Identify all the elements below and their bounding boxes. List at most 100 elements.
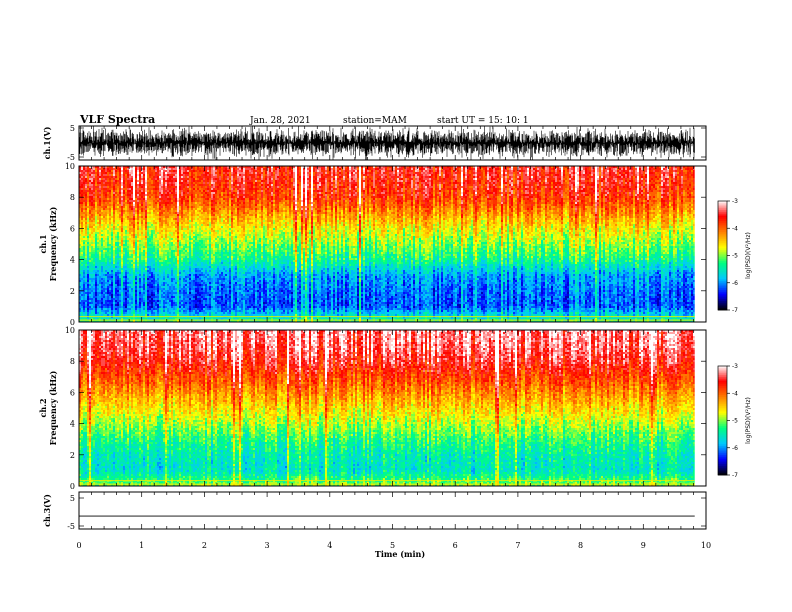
spectrogram-cell <box>411 186 413 188</box>
spectrogram-cell <box>549 196 551 198</box>
spectrogram-cell <box>159 198 163 200</box>
spectrogram-cell <box>545 182 547 184</box>
spectrogram-cell <box>331 196 333 198</box>
spectrogram-cell <box>311 192 313 194</box>
spectrogram-cell <box>501 172 503 174</box>
spectrogram-cell <box>633 176 635 178</box>
spectrogram-cell <box>133 186 135 188</box>
spectrogram-cell <box>571 198 573 200</box>
spectrogram-cell <box>513 184 515 186</box>
spectrogram-cell <box>277 192 279 194</box>
spectrogram-cell <box>233 178 237 180</box>
spectrogram-cell <box>211 190 217 192</box>
spectrogram-cell <box>287 178 289 180</box>
spectrogram-cell <box>573 172 575 174</box>
spectrogram-cell <box>489 186 491 188</box>
spectrogram-cell <box>581 182 585 184</box>
spectrogram-cell <box>561 168 563 170</box>
spectrogram-cell <box>133 176 135 178</box>
spectrogram-cell <box>195 180 197 182</box>
spectrogram-cell <box>287 170 289 172</box>
spectrogram-cell <box>655 196 657 198</box>
spectrogram-cell <box>363 192 365 194</box>
spectrogram-cell <box>311 174 313 176</box>
spectrogram-cell <box>377 198 379 200</box>
spectrogram-cell <box>383 198 385 200</box>
spectrogram-cell <box>497 190 499 192</box>
spectrogram-cell <box>101 196 103 198</box>
spectrogram-cell <box>159 170 161 172</box>
spectrogram-cell <box>515 190 517 192</box>
spectrogram-cell <box>381 192 385 194</box>
spectrogram-cell <box>187 182 189 184</box>
spectrogram-cell <box>535 194 537 196</box>
spectrogram-cell <box>429 172 431 174</box>
spectrogram-cell <box>555 192 559 194</box>
spectrogram-cell <box>345 194 347 196</box>
spectrogram-cell <box>485 188 487 190</box>
spectrogram-cell <box>551 186 553 188</box>
spectrogram-cell <box>341 170 343 172</box>
spectrogram-cell <box>599 188 601 190</box>
spectrogram-cell <box>587 184 589 186</box>
spectrogram-cell <box>107 194 111 196</box>
spectrogram-cell <box>627 174 629 176</box>
spectrogram-cell <box>445 194 447 196</box>
spectrogram-cell <box>433 198 435 200</box>
spectrogram-cell <box>483 182 485 184</box>
spectrogram-cell <box>253 182 255 184</box>
spectrogram-cell <box>575 198 577 200</box>
spectrogram-cell <box>317 174 319 176</box>
spectrogram-cell <box>545 190 549 192</box>
spectrogram-cell <box>427 188 429 190</box>
spectrogram-cell <box>563 194 567 196</box>
spectrogram-cell <box>435 190 437 192</box>
spectrogram-cell <box>637 172 639 174</box>
spectrogram-cell <box>571 182 575 184</box>
spectrogram-cell <box>239 174 241 176</box>
spectrogram-cell <box>447 184 449 186</box>
spectrogram-cell <box>647 172 649 174</box>
spectrogram-cell <box>543 198 545 200</box>
spectrogram-cell <box>629 174 633 176</box>
spectrogram-cell <box>573 168 575 170</box>
spectrogram-cell <box>181 190 183 192</box>
spectrogram-cell <box>113 172 115 174</box>
spectrogram-cell <box>425 182 427 184</box>
spectrogram-cell <box>637 174 639 176</box>
spectrogram-cell <box>623 178 625 180</box>
spectrogram-cell <box>563 190 565 192</box>
spectrogram-cell <box>321 194 323 196</box>
spectrogram-cell <box>247 186 249 188</box>
spectrogram-cell <box>195 184 197 186</box>
spectrogram-cell <box>461 186 463 188</box>
spectrogram-cell <box>191 182 193 184</box>
spectrogram-cell <box>279 190 281 192</box>
spectrogram-cell <box>553 194 555 196</box>
spectrogram-cell <box>135 180 137 182</box>
spectrogram-cell <box>645 182 647 184</box>
spectrogram-cell <box>221 168 223 170</box>
spectrogram-cell <box>357 194 359 196</box>
spectrogram-cell <box>231 200 233 202</box>
spectrogram-cell <box>413 178 415 180</box>
spectrogram-cell <box>685 184 687 186</box>
spectrogram-cell <box>271 198 273 200</box>
spectrogram-cell <box>145 194 147 196</box>
spectrogram-cell <box>281 190 283 192</box>
spectrogram-cell <box>399 180 401 182</box>
spectrogram-cell <box>503 186 505 188</box>
spectrogram-cell <box>183 172 189 174</box>
spectrogram-cell <box>549 172 551 174</box>
spectrogram-cell <box>467 196 469 198</box>
spectrogram-cell <box>189 176 191 178</box>
spectrogram-cell <box>509 182 511 184</box>
spectrogram-cell <box>207 188 209 190</box>
spectrogram-cell <box>681 172 683 174</box>
spectrogram-cell <box>655 176 657 178</box>
spectrogram-cell <box>93 188 95 190</box>
spectrogram-cell <box>403 198 405 200</box>
spectrogram-cell <box>459 168 461 170</box>
spectrogram-cell <box>345 172 347 174</box>
spectrogram-cell <box>299 176 301 178</box>
